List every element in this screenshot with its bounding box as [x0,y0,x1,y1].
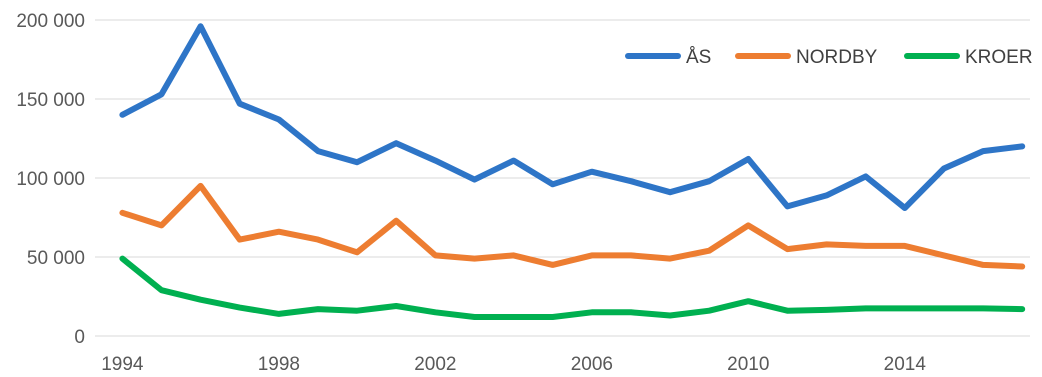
x-axis-tick-labels: 1994 1998 2002 2006 2010 2014 [101,354,926,375]
x-tick-label: 1994 [101,354,144,375]
legend-label: KROER [965,47,1033,68]
x-tick-label: 2010 [727,354,769,375]
legend-label: ÅS [686,47,711,68]
series-line-s [119,23,1026,211]
legend-item: KROER [904,47,1033,68]
legend-item: NORDBY [735,47,878,68]
legend-label: NORDBY [796,47,878,68]
y-tick-label: 50 000 [27,248,85,269]
series-lines [119,23,1026,320]
y-tick-label: 0 [74,327,85,348]
legend: ÅS NORDBY KROER [625,47,1033,68]
x-tick-label: 2002 [414,354,456,375]
y-tick-label: 150 000 [16,90,85,111]
y-tick-label: 200 000 [16,11,85,32]
series-line-nordby [119,182,1026,270]
legend-item: ÅS [625,47,711,68]
x-tick-label: 2014 [884,354,927,375]
x-tick-label: 2006 [571,354,613,375]
x-tick-label: 1998 [258,354,300,375]
y-tick-label: 100 000 [16,169,85,190]
y-axis-tick-labels: 0 50 000 100 000 150 000 200 000 [16,11,85,348]
series-line-kroer [119,255,1026,320]
